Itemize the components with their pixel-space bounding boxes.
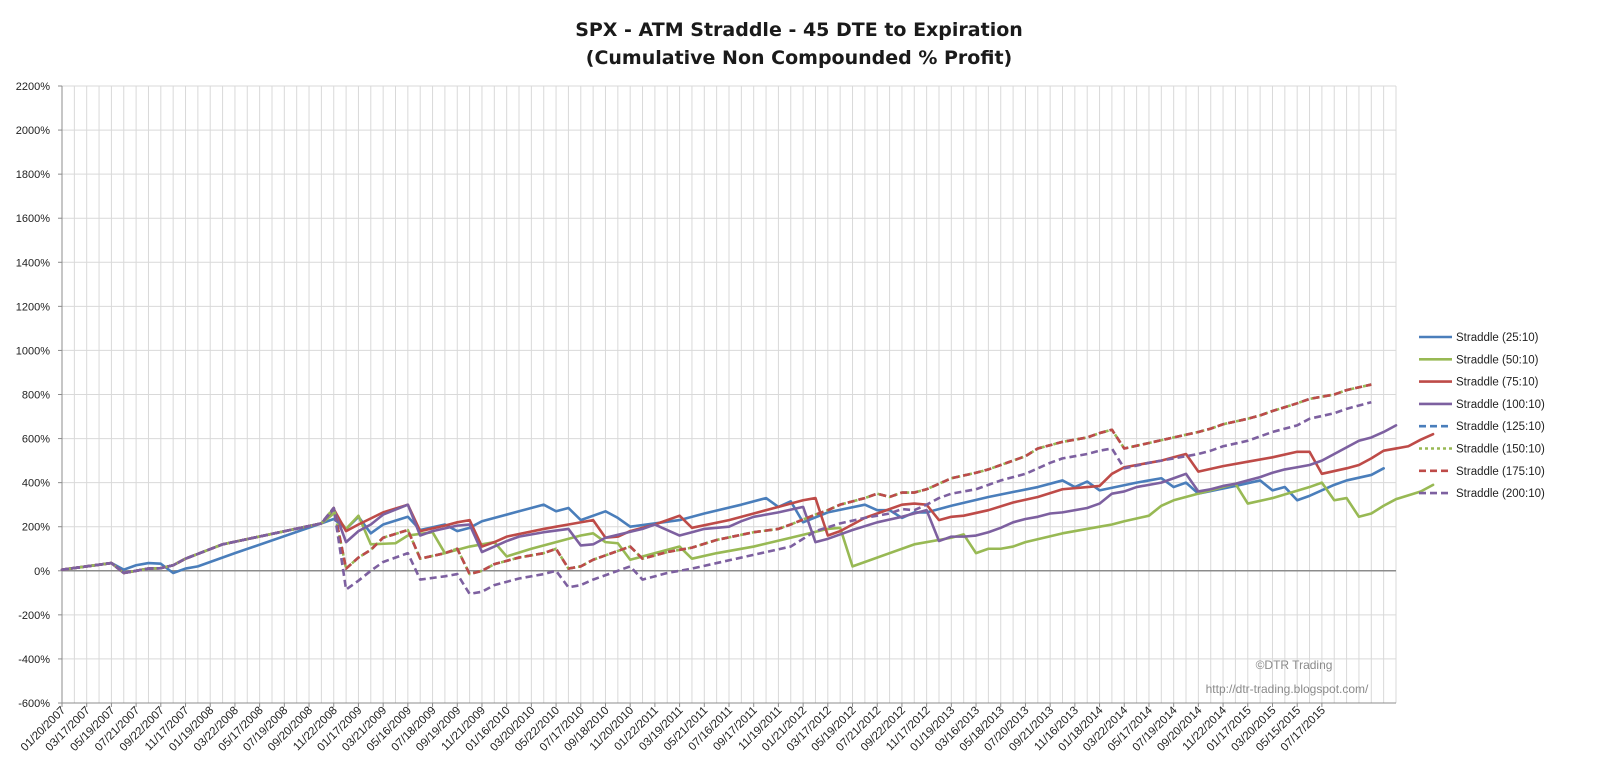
legend-label: Straddle (175:10): [1456, 466, 1545, 478]
legend-label: Straddle (25:10): [1456, 332, 1539, 344]
series-group: [60, 383, 1435, 596]
y-tick-label: 1400%: [16, 257, 50, 269]
series-line-7: [61, 383, 1372, 576]
watermark-copyright: ©DTR Trading: [1256, 658, 1333, 672]
y-tick-label: 200%: [22, 522, 50, 534]
y-tick-label: -400%: [18, 654, 50, 666]
y-tick-label: 1200%: [16, 301, 50, 313]
series-line-3: [60, 432, 1435, 575]
chart-subtitle: (Cumulative Non Compounded % Profit): [586, 47, 1012, 69]
chart-title: SPX - ATM Straddle - 45 DTE to Expiratio…: [575, 19, 1023, 41]
y-tick-label: 1800%: [16, 169, 50, 181]
y-tick-label: 0%: [34, 566, 50, 578]
watermark-url: http://dtr-trading.blogspot.com/: [1206, 682, 1369, 696]
y-tick-label: 1600%: [16, 213, 50, 225]
legend-label: Straddle (150:10): [1456, 444, 1545, 456]
legend-label: Straddle (100:10): [1456, 399, 1545, 411]
y-tick-label: -600%: [18, 698, 50, 710]
series-line-1: [60, 467, 1385, 575]
y-tick-label: 400%: [22, 478, 50, 490]
x-axis: 01/20/200703/17/200705/19/200707/21/2007…: [19, 703, 1328, 754]
legend-label: Straddle (200:10): [1456, 488, 1545, 500]
legend-label: Straddle (75:10): [1456, 377, 1539, 389]
legend-label: Straddle (50:10): [1456, 354, 1539, 366]
y-tick-label: 800%: [22, 390, 50, 402]
y-tick-label: 2200%: [16, 81, 50, 93]
y-tick-label: -200%: [18, 610, 50, 622]
y-tick-label: 600%: [22, 434, 50, 446]
grid: [61, 85, 1397, 704]
series-line-4: [60, 424, 1398, 575]
series-line-8: [61, 400, 1372, 596]
y-tick-label: 2000%: [16, 125, 50, 137]
legend-label: Straddle (125:10): [1456, 421, 1545, 433]
y-tick-label: 1000%: [16, 345, 50, 357]
y-axis: -600% -400% -200% 0% 200% 400% 600% 800% 1000% 12…: [16, 81, 62, 710]
legend: Straddle (25:10) Straddle (50:10) Straddle…: [1419, 332, 1545, 500]
